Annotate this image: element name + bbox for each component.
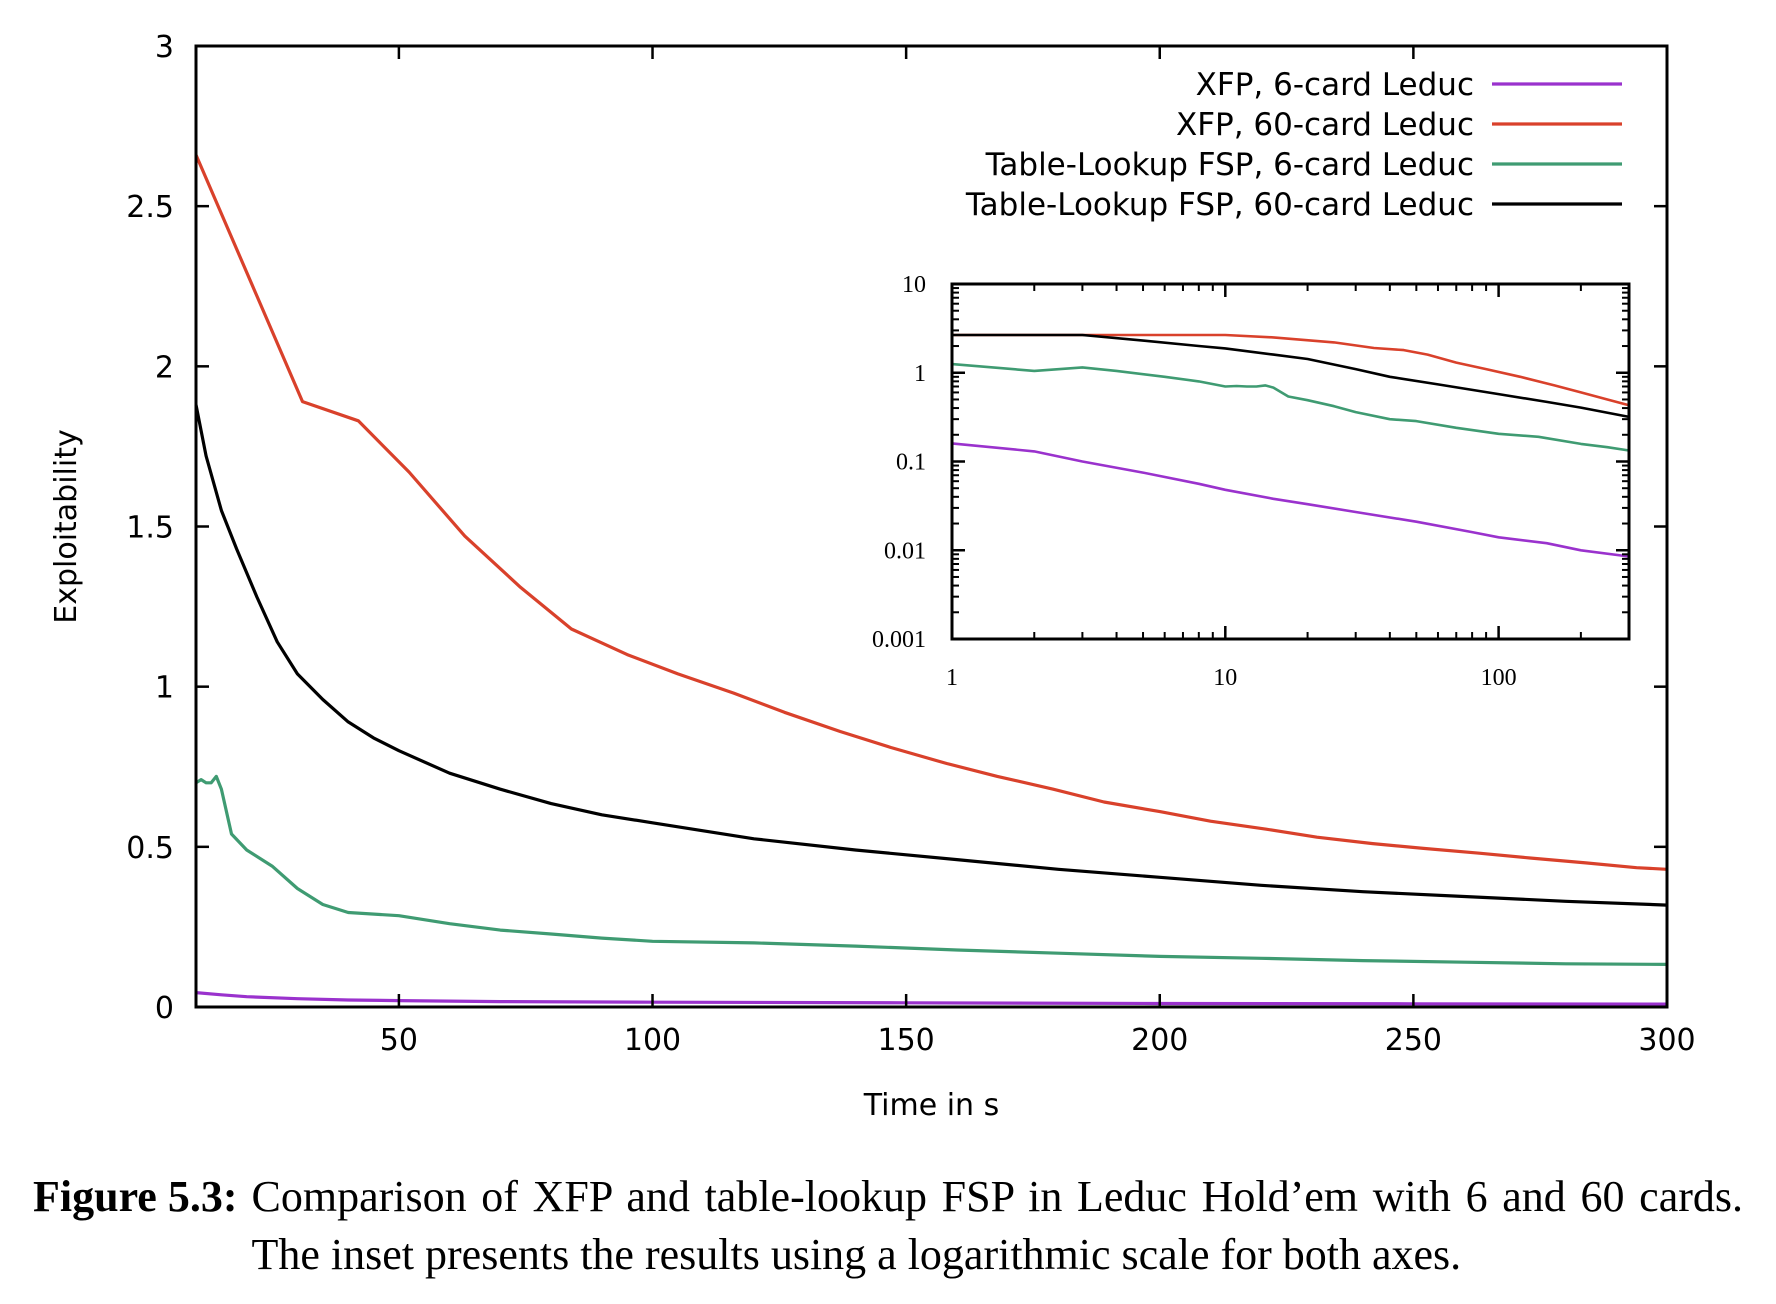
series-line-xfp-60-card-leduc	[194, 154, 1668, 871]
inset-plot: 1 10 100 0.001 0.01 0.1 1 10	[872, 272, 1631, 691]
inset-background	[952, 284, 1629, 639]
x-axis-title: Time in s	[863, 1088, 999, 1123]
inset-series-line-3	[951, 362, 1630, 452]
x-tick-label: 100	[624, 1023, 681, 1058]
x-tick-label: 250	[1385, 1023, 1442, 1058]
inset-x-tick-label: 1	[946, 665, 958, 691]
caption-text: Comparison of XFP and table-lookup FSP i…	[251, 1172, 1744, 1279]
inset-y-tick-label: 1	[914, 361, 926, 387]
y-tick-label: 2	[155, 350, 174, 385]
x-tick-label: 300	[1638, 1023, 1695, 1058]
x-tick-label: 50	[380, 1023, 418, 1058]
chart: 50 100 150 200 250 300 0 0.5 1 1.5 2 2.5 3 Time in s E…	[49, 30, 1696, 1123]
inset-y-tick-label: 0.1	[896, 450, 926, 476]
y-tick-label: 0.5	[126, 831, 174, 866]
legend-label: XFP, 6-card Leduc	[1196, 67, 1474, 103]
inset-y-tick-label: 0.001	[872, 627, 926, 653]
legend-label: Table-Lookup FSP, 6-card Leduc	[985, 147, 1474, 183]
figure-caption: Figure 5.3: Comparison of XFP and table-…	[33, 1168, 1743, 1284]
caption-label: Figure 5.3:	[33, 1172, 238, 1221]
inset-series-line-1	[951, 442, 1630, 558]
inset-series-line-2	[952, 333, 1630, 407]
series-line-xfp-6-card-leduc	[195, 991, 1668, 1006]
inset-y-tick-label: 10	[902, 272, 926, 298]
legend-label: XFP, 60-card Leduc	[1176, 107, 1474, 143]
inset-series-line-4	[952, 333, 1630, 419]
inset-x-tick-label: 10	[1213, 665, 1237, 691]
x-tick-label: 150	[878, 1023, 935, 1058]
inset-y-tick-label: 0.01	[884, 538, 926, 564]
series-line-table-lookup-fsp-6-card-leduc	[195, 774, 1668, 966]
y-tick-label: 0	[155, 991, 174, 1026]
y-tick-label: 1.5	[126, 511, 174, 546]
main-plot: 50 100 150 200 250 300 0 0.5 1 1.5 2 2.5 3 Time in s E…	[49, 30, 1696, 1123]
inset-x-tick-label: 100	[1481, 665, 1517, 691]
y-axis-title: Exploitability	[49, 429, 84, 624]
legend-label: Table-Lookup FSP, 60-card Leduc	[965, 187, 1474, 223]
y-tick-label: 3	[155, 30, 174, 65]
x-tick-label: 200	[1131, 1023, 1188, 1058]
y-tick-label: 1	[155, 671, 174, 706]
y-tick-label: 2.5	[126, 190, 174, 225]
series-line-table-lookup-fsp-60-card-leduc	[194, 404, 1668, 907]
